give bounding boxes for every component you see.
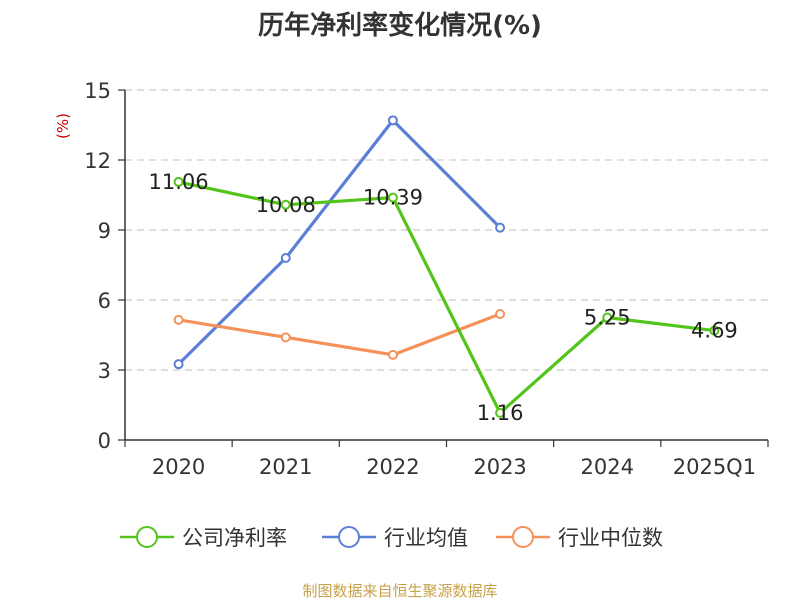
x-tick-label: 2024 (581, 455, 634, 479)
data-label: 1.16 (477, 401, 524, 425)
y-tick-label: 6 (98, 289, 111, 313)
legend-marker[interactable] (512, 526, 534, 548)
y-tick-label: 12 (84, 149, 111, 173)
axes: 0 3 6 9 12 15 2020 2021 2022 2023 2024 2025Q1 (84, 79, 769, 479)
legend-label[interactable]: 公司净利率 (182, 526, 287, 550)
data-point[interactable] (173, 176, 184, 187)
data-label: 11.06 (149, 170, 209, 194)
y-axis-label: (%) (54, 113, 72, 139)
chart-title: 历年净利率变化情况(%) (258, 10, 542, 41)
data-label: 10.39 (363, 186, 423, 210)
data-label: 4.69 (691, 319, 738, 343)
data-label: 5.25 (584, 306, 631, 330)
series-line (177, 118, 502, 366)
data-point[interactable] (387, 115, 398, 126)
data-point[interactable] (280, 199, 291, 210)
legend-label[interactable]: 行业均值 (384, 526, 468, 550)
y-tick-label: 9 (98, 219, 111, 243)
legend: 公司净利率 行业均值 行业中位数 (120, 526, 663, 550)
x-tick-label: 2022 (366, 455, 419, 479)
data-point[interactable] (387, 349, 398, 360)
x-tick-label: 2025Q1 (673, 455, 756, 479)
data-point[interactable] (495, 309, 506, 319)
data-point[interactable] (495, 222, 506, 233)
series-line (178, 312, 501, 357)
y-tick-label: 15 (84, 79, 111, 103)
data-point[interactable] (709, 325, 720, 336)
legend-marker[interactable] (136, 526, 158, 548)
data-point[interactable] (280, 332, 291, 343)
x-tick-label: 2020 (152, 455, 205, 479)
data-point[interactable] (387, 192, 398, 203)
data-point[interactable] (602, 312, 613, 323)
y-tick-label: 0 (98, 429, 111, 453)
data-labels: 11.06 10.08 10.39 1.16 5.25 4.69 (149, 170, 738, 425)
x-tick-label: 2023 (473, 455, 526, 479)
data-point[interactable] (280, 253, 291, 263)
data-point[interactable] (173, 359, 184, 370)
legend-marker[interactable] (338, 526, 360, 548)
legend-label[interactable]: 行业中位数 (558, 526, 663, 550)
source-note: 制图数据来自恒生聚源数据库 (302, 582, 497, 600)
x-tick-label: 2021 (259, 455, 312, 479)
data-label: 10.08 (256, 193, 316, 217)
data-point[interactable] (173, 314, 184, 325)
series-lines (173, 115, 720, 418)
series-line (178, 180, 715, 415)
data-point[interactable] (495, 407, 506, 418)
y-tick-label: 3 (98, 359, 111, 383)
